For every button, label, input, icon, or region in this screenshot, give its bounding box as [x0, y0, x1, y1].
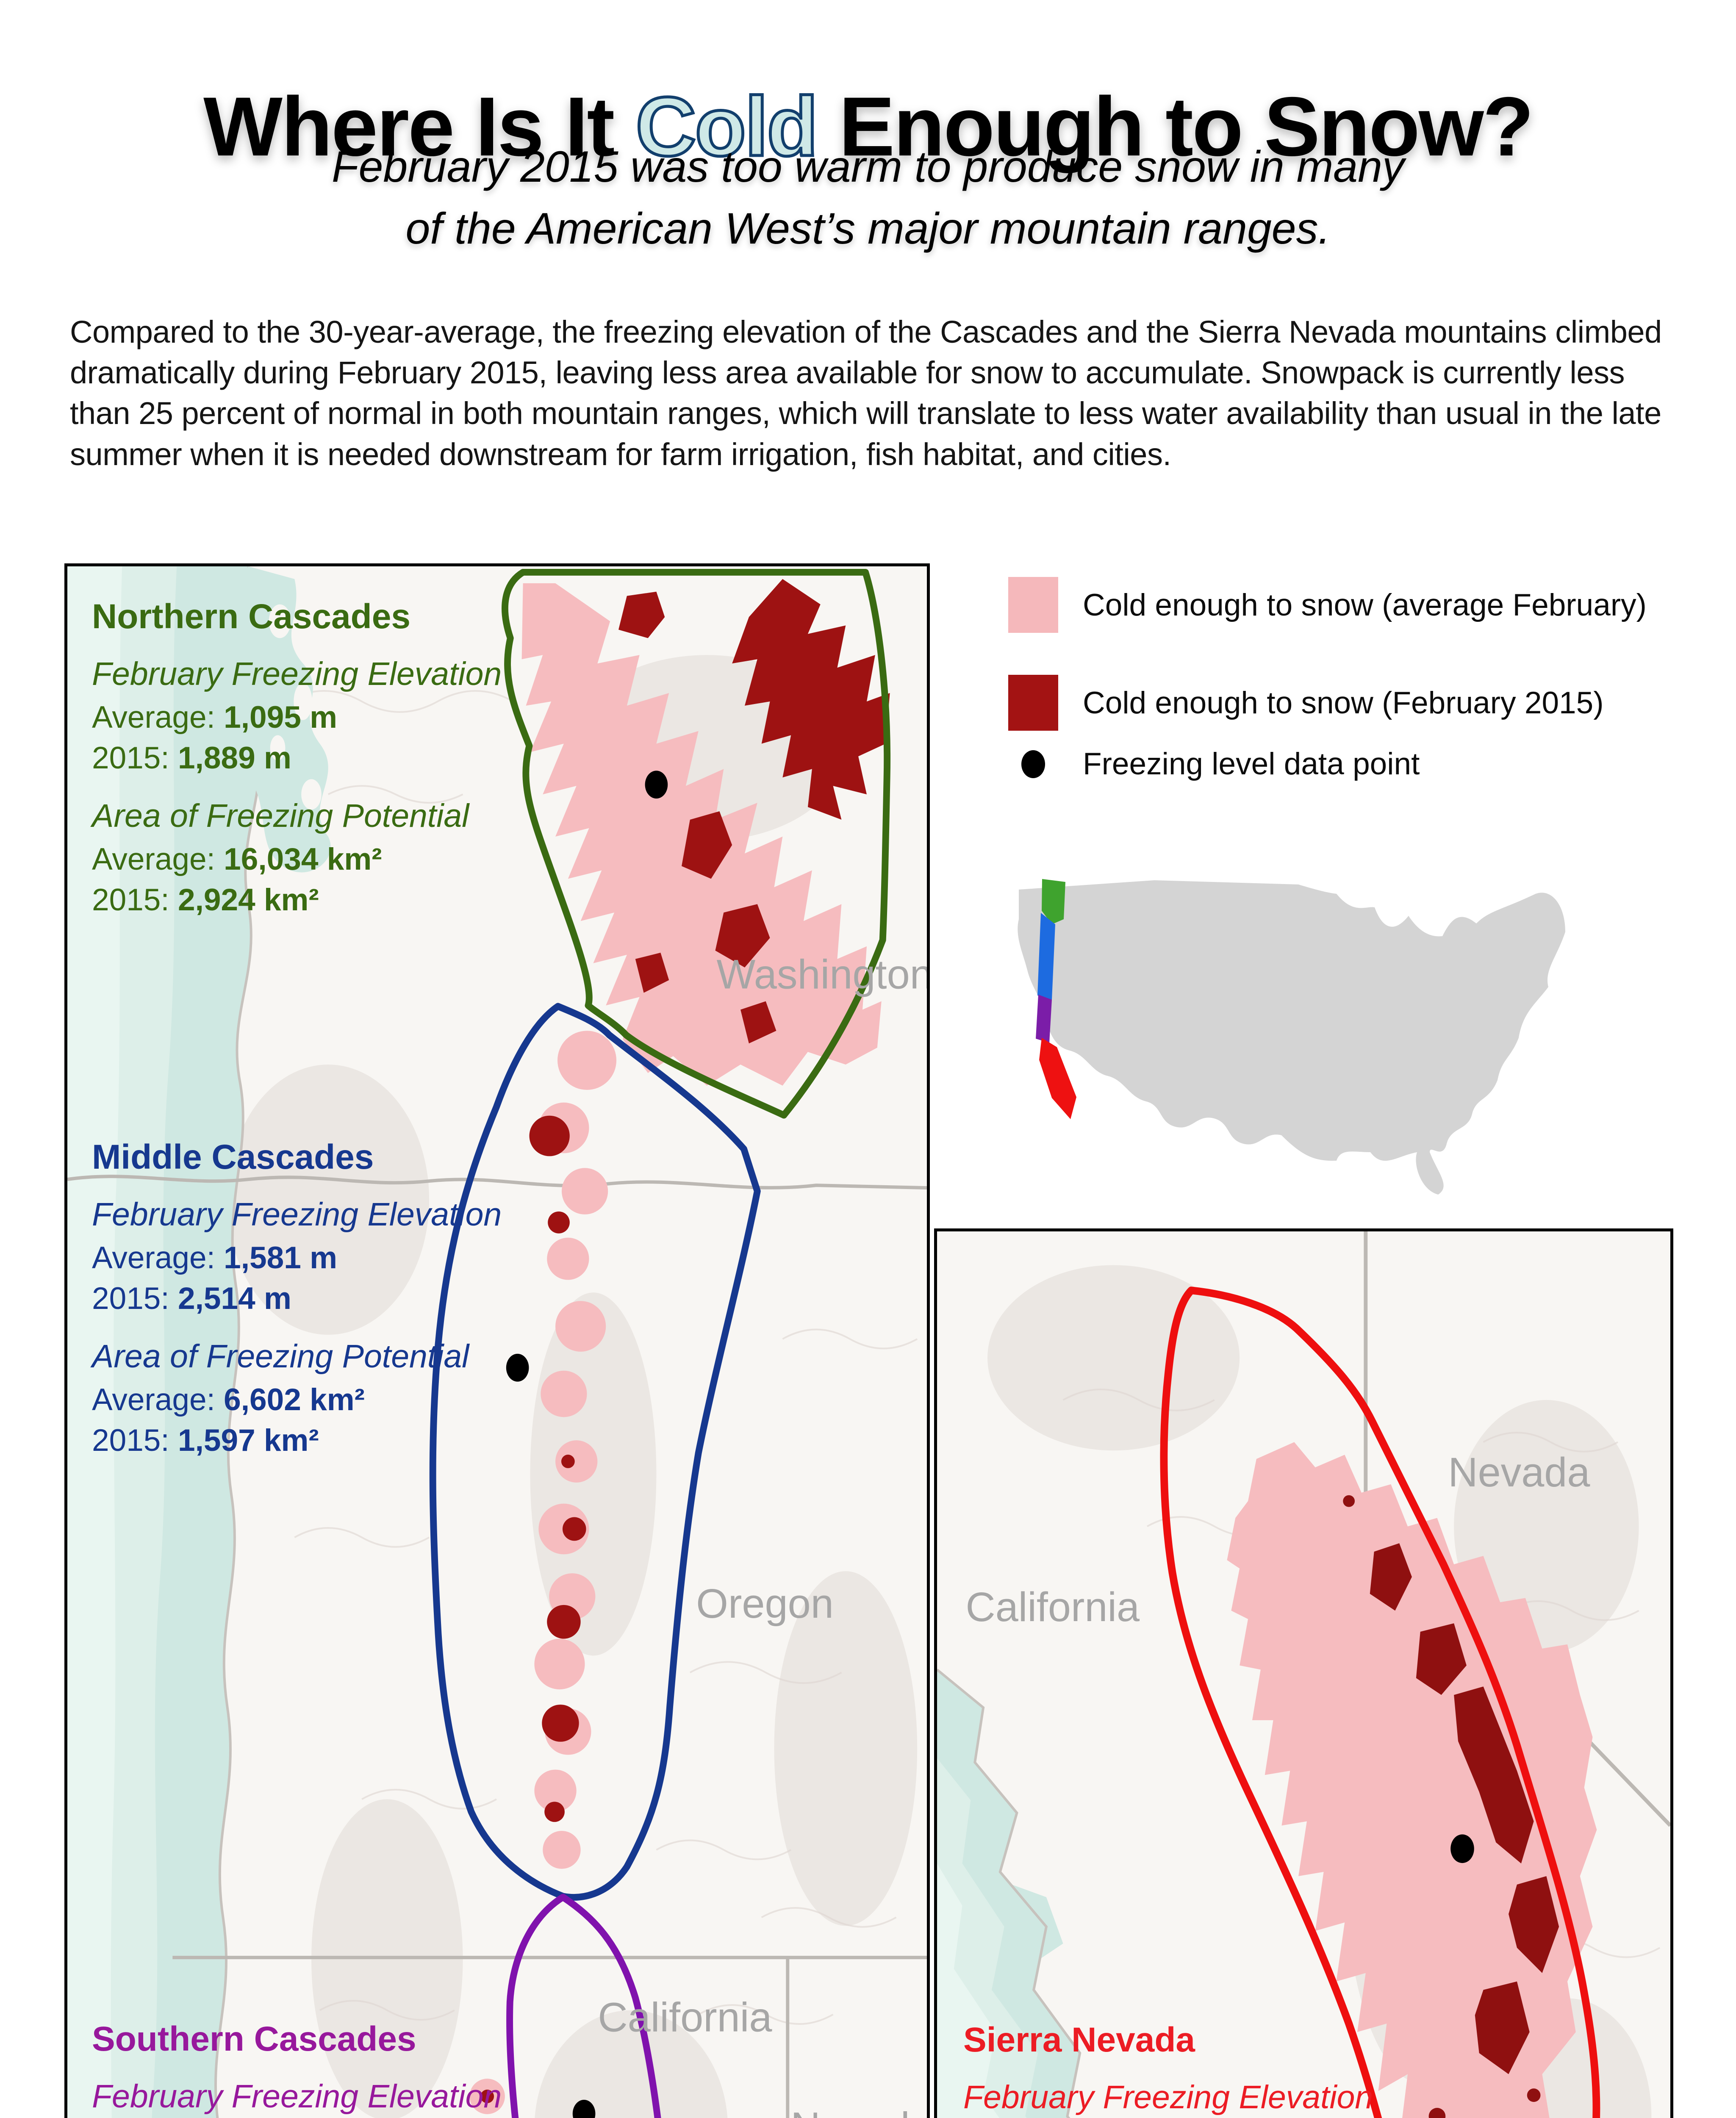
area-2015-value: 1,597 km² [177, 1423, 319, 1458]
elevation-average-value: 1,095 m [224, 700, 338, 735]
sierra-map: California Nevada [937, 1231, 1670, 2118]
title-suffix: Enough to Snow? [817, 79, 1534, 173]
average-label: Average: [92, 1241, 215, 1275]
area-2015-line: 2015: 1,597 km² [92, 1420, 549, 1461]
us-outline [1018, 880, 1565, 1195]
region-name: Sierra Nevada [963, 2021, 1195, 2059]
inset-northern-cascades [1042, 879, 1065, 924]
inset-sierra-nevada [1039, 1038, 1076, 1119]
area-average-value: 6,602 km² [224, 1383, 365, 1417]
middle-cascades-outline [429, 1003, 761, 1901]
y2015-label: 2015: [92, 741, 169, 775]
area-2015-value: 2,924 km² [177, 883, 319, 917]
snow-2015-areas [480, 579, 890, 2103]
state-label-oregon: Oregon [696, 1580, 834, 1627]
sf-bay [991, 1880, 1063, 1969]
y2015-label: 2015: [92, 883, 169, 917]
state-borders [67, 1175, 927, 2118]
sierra-map-panel: California Nevada Sierra Nevada February… [934, 1228, 1673, 2118]
average-label: Average: [92, 842, 215, 876]
sierra-nevada-stats: Sierra Nevada February Freezing Elevatio… [963, 2020, 1421, 2118]
northern-cascades-stats: Northern Cascades February Freezing Elev… [92, 597, 549, 920]
legend-item-2015: Cold enough to snow (February 2015) [1008, 675, 1604, 731]
average-label: Average: [92, 1383, 215, 1417]
coastline [214, 566, 261, 2118]
legend-label: Freezing level data point [1083, 747, 1420, 781]
data-point-northern [645, 771, 668, 799]
title-highlight-cold: Cold [634, 78, 820, 175]
inset-southern-cascades [1036, 995, 1052, 1043]
us-locator-map [1018, 879, 1565, 1195]
state-label-california: California [966, 1584, 1140, 1630]
snow-average-area [1227, 1442, 1597, 2118]
area-average-line: Average: 16,034 km² [92, 839, 549, 880]
ocean-band-far [937, 1863, 999, 2118]
elevation-heading: February Freezing Elevation [963, 2079, 1373, 2115]
elevation-heading: February Freezing Elevation [92, 1196, 502, 1233]
elevation-average-line: Average: 1,581 m [92, 1238, 549, 1278]
area-heading: Area of Freezing Potential [92, 1338, 469, 1375]
southern-cascades-stats: Southern Cascades February Freezing Elev… [92, 2019, 549, 2118]
elevation-2015-value: 2,514 m [177, 1281, 291, 1316]
snow-2015-areas [1343, 1495, 1559, 2118]
legend: Cold enough to snow (average February) C… [1008, 577, 1728, 789]
freezing-level-data-points [506, 771, 668, 2118]
puget-islands [269, 604, 322, 810]
legend-dot-wrap [1008, 750, 1058, 778]
state-label-nevada: Nevada [790, 2104, 927, 2118]
elevation-average-line: Average: 1,095 m [92, 697, 549, 738]
terrain-lines [286, 690, 918, 2025]
y2015-label: 2015: [92, 1281, 169, 1316]
legend-item-data-point: Freezing level data point [1008, 746, 1420, 782]
subtitle-line1: February 2015 was too warm to produce sn… [332, 142, 1404, 191]
legend-swatch-dark-red [1008, 675, 1058, 731]
data-point-sierra [1450, 1834, 1474, 1863]
legend-swatch-pink [1008, 577, 1058, 633]
elevation-2015-line: 2015: 1,889 m [92, 738, 549, 779]
cascades-map-panel: Washington Oregon California Nevada Nort… [64, 563, 930, 2118]
elevation-heading: February Freezing Elevation [92, 2078, 502, 2115]
legend-label: Cold enough to snow (February 2015) [1083, 685, 1604, 720]
data-point-icon [1021, 750, 1045, 778]
title-prefix: Where Is It [203, 79, 636, 173]
page-title: Where Is It Cold Enough to Snow? [0, 78, 1736, 175]
elevation-2015-value: 1,889 m [177, 741, 291, 775]
inset-middle-cascades [1037, 913, 1055, 1000]
data-point-southern [572, 2099, 596, 2118]
cascades-map: Washington Oregon California Nevada [67, 566, 927, 2118]
region-name: Southern Cascades [92, 2020, 416, 2058]
intro-paragraph: Compared to the 30-year-average, the fre… [70, 314, 1662, 472]
y2015-label: 2015: [92, 1423, 169, 1458]
subtitle: February 2015 was too warm to produce sn… [0, 136, 1736, 260]
middle-cascades-stats: Middle Cascades February Freezing Elevat… [92, 1137, 549, 1461]
elevation-heading: February Freezing Elevation [92, 656, 502, 692]
ocean-band-far [67, 566, 122, 2118]
area-average-line: Average: 6,602 km² [92, 1380, 549, 1420]
area-heading: Area of Freezing Potential [92, 798, 469, 834]
subtitle-line2: of the American West’s major mountain ra… [405, 204, 1331, 253]
elevation-average-value: 1,581 m [224, 1241, 338, 1275]
wa-or-border [67, 1175, 927, 1190]
state-label-nevada: Nevada [1448, 1449, 1590, 1495]
sierra-nevada-outline [1160, 1286, 1600, 2118]
average-label: Average: [92, 700, 215, 735]
data-point-middle [506, 1353, 529, 1382]
northern-cascades-outline [502, 568, 891, 1119]
legend-label: Cold enough to snow (average February) [1083, 588, 1647, 622]
coastline [937, 1669, 1082, 2118]
southern-cascades-outline [506, 1893, 661, 2118]
state-label-washington: Washington [716, 951, 927, 998]
state-label-california: California [598, 1994, 772, 2040]
legend-item-average: Cold enough to snow (average February) [1008, 577, 1647, 633]
region-name: Northern Cascades [92, 597, 410, 636]
region-name: Middle Cascades [92, 1138, 374, 1176]
area-2015-line: 2015: 2,924 km² [92, 880, 549, 920]
elevation-2015-line: 2015: 2,514 m [92, 1278, 549, 1319]
area-average-value: 16,034 km² [224, 842, 382, 876]
